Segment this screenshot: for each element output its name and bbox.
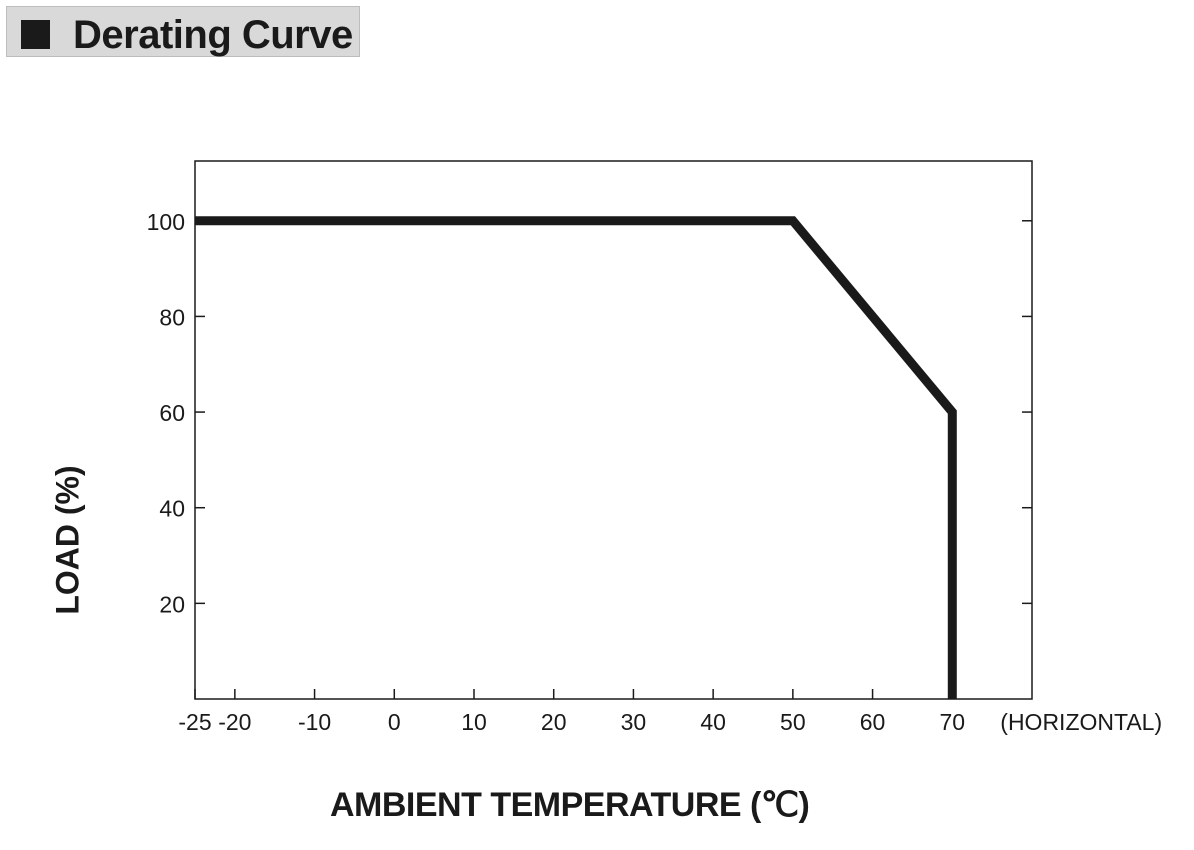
x-tick-label: 30 bbox=[621, 709, 647, 735]
section-header: Derating Curve bbox=[6, 6, 360, 57]
y-tick-label: 20 bbox=[159, 591, 185, 617]
x-axis-note: (HORIZONTAL) bbox=[1000, 709, 1162, 735]
y-axis-label-wrap: LOAD (%) bbox=[48, 465, 88, 614]
x-axis-label: AMBIENT TEMPERATURE (℃) bbox=[330, 786, 810, 824]
x-tick-label: 20 bbox=[541, 709, 567, 735]
section-title: Derating Curve bbox=[73, 13, 353, 57]
bullet-square-icon bbox=[21, 20, 50, 49]
y-tick-label: 100 bbox=[147, 209, 185, 235]
x-tick-label: -25 bbox=[178, 709, 211, 735]
y-tick-label: 40 bbox=[159, 496, 185, 522]
x-tick-label: -10 bbox=[298, 709, 331, 735]
x-tick-label: -20 bbox=[218, 709, 251, 735]
x-tick-label: 60 bbox=[860, 709, 886, 735]
x-tick-label: 0 bbox=[388, 709, 401, 735]
derating-line bbox=[195, 216, 957, 699]
y-tick-label: 60 bbox=[159, 400, 185, 426]
x-tick-label: 70 bbox=[939, 709, 965, 735]
x-tick-label: 50 bbox=[780, 709, 806, 735]
plot-frame bbox=[194, 160, 1033, 700]
x-tick-label: 10 bbox=[461, 709, 487, 735]
y-axis-label: LOAD (%) bbox=[49, 465, 86, 615]
y-tick-label: 80 bbox=[159, 304, 185, 330]
x-tick-label: 40 bbox=[700, 709, 726, 735]
